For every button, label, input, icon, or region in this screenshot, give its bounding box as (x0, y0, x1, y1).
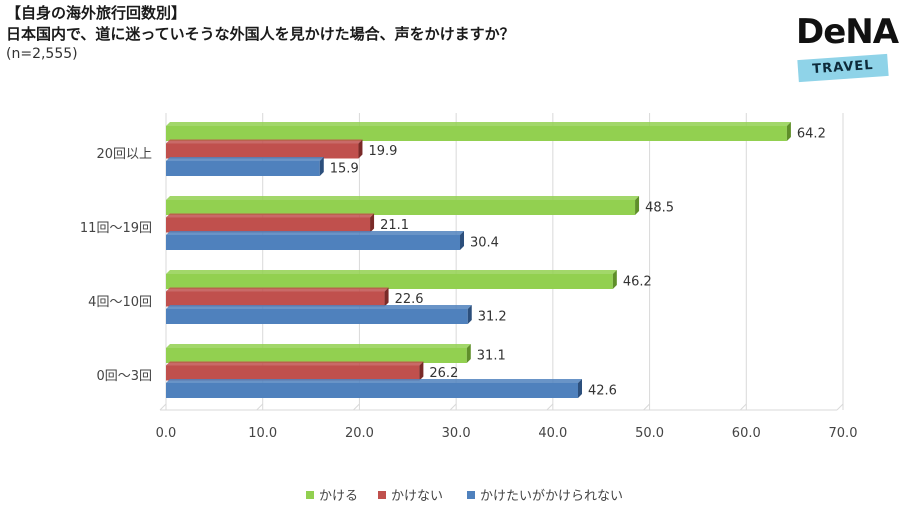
legend: かける かけない かけたいがかけられない (306, 489, 623, 504)
grid-line-depth (739, 403, 747, 411)
bar-end-face (466, 344, 471, 363)
value-label: 22.6 (395, 292, 424, 307)
category-label: 0回～3回 (96, 369, 152, 384)
category-label: 4回～10回 (88, 295, 152, 310)
bar-top-face (166, 157, 324, 161)
bar (166, 309, 468, 324)
bar-top-face (166, 231, 465, 235)
grid-line-depth (256, 403, 264, 411)
value-label: 30.4 (470, 236, 499, 251)
grid-line-depth (546, 403, 554, 411)
bar-end-face (578, 379, 583, 398)
bar (166, 383, 579, 398)
x-tick-label: 50.0 (635, 426, 664, 441)
value-label: 42.6 (588, 384, 617, 399)
grid-line-depth (643, 403, 650, 411)
bar-end-face (612, 270, 617, 289)
bar-end-face (384, 287, 389, 307)
value-label: 48.5 (645, 201, 674, 216)
grid-line-depth (353, 403, 360, 411)
bar-top-face (166, 287, 389, 292)
legend-swatch (378, 491, 386, 499)
bar (166, 235, 461, 250)
logo-wordmark: DeNA (796, 12, 899, 52)
bar-end-face (635, 196, 640, 215)
category-label: 20回以上 (96, 147, 152, 162)
x-tick-label: 30.0 (442, 426, 471, 441)
chart-title: 【自身の海外旅行回数別】 (6, 4, 187, 22)
legend-swatch (306, 491, 314, 499)
dena-travel-logo: DeNA TRAVEL (792, 12, 902, 92)
bar (166, 143, 359, 159)
bar-top-face (166, 139, 363, 144)
bar (166, 217, 371, 233)
bar-end-face (370, 213, 375, 233)
bar-top-face (166, 305, 472, 309)
bar-end-face (419, 361, 424, 381)
bar-top-face (166, 361, 424, 366)
value-label: 31.2 (478, 310, 507, 325)
value-labels: 64.2 19.9 15.9 48.5 21.1 30.4 46.2 22.6 31.2 31.1… (330, 127, 826, 399)
value-label: 19.9 (368, 144, 397, 159)
value-label: 31.1 (477, 349, 506, 364)
x-tick-label: 0.0 (156, 426, 177, 441)
category-label: 11回～19回 (80, 221, 152, 236)
bar-end-face (786, 122, 791, 141)
grid-line-depth (449, 403, 457, 411)
bars (166, 122, 791, 398)
x-tick-label: 40.0 (538, 426, 567, 441)
bar-top-face (166, 270, 617, 274)
legend-label: かける (319, 489, 358, 504)
x-tick-labels: 0.0 10.0 20.0 30.0 40.0 50.0 60.0 70.0 (156, 426, 858, 441)
legend-swatch (467, 491, 475, 499)
bar (166, 200, 636, 215)
value-label: 64.2 (797, 127, 826, 142)
bar (166, 291, 385, 307)
grid-line-depth (159, 403, 167, 411)
bar-top-face (166, 379, 583, 383)
legend-label: かけたいがかけられない (480, 489, 623, 504)
grid-line-depth (836, 403, 844, 411)
value-label: 15.9 (330, 162, 359, 177)
bar-top-face (166, 196, 640, 200)
x-tick-label: 70.0 (829, 426, 858, 441)
value-label: 26.2 (429, 366, 458, 381)
bar (166, 274, 613, 289)
bar-top-face (166, 122, 791, 126)
bar-end-face (460, 231, 465, 250)
bar (166, 126, 787, 141)
bar (166, 365, 420, 381)
legend-label: かけない (391, 489, 443, 504)
survey-question: 日本国内で、道に迷っていそうな外国人を見かけた場合、声をかけますか？ (6, 25, 515, 43)
x-tick-label: 60.0 (732, 426, 761, 441)
bar-end-face (467, 305, 472, 324)
value-label: 21.1 (380, 218, 409, 233)
bar-end-face (319, 157, 324, 176)
sample-size: (n=2,555) (6, 46, 78, 62)
value-label: 46.2 (623, 275, 652, 290)
category-labels: 20回以上 11回～19回 4回～10回 0回～3回 (80, 147, 152, 384)
bar-top-face (166, 344, 471, 348)
bar (166, 161, 320, 176)
bar (166, 348, 467, 363)
bar-end-face (358, 139, 363, 159)
x-tick-label: 20.0 (345, 426, 374, 441)
x-tick-label: 10.0 (248, 426, 277, 441)
bar-top-face (166, 213, 375, 218)
